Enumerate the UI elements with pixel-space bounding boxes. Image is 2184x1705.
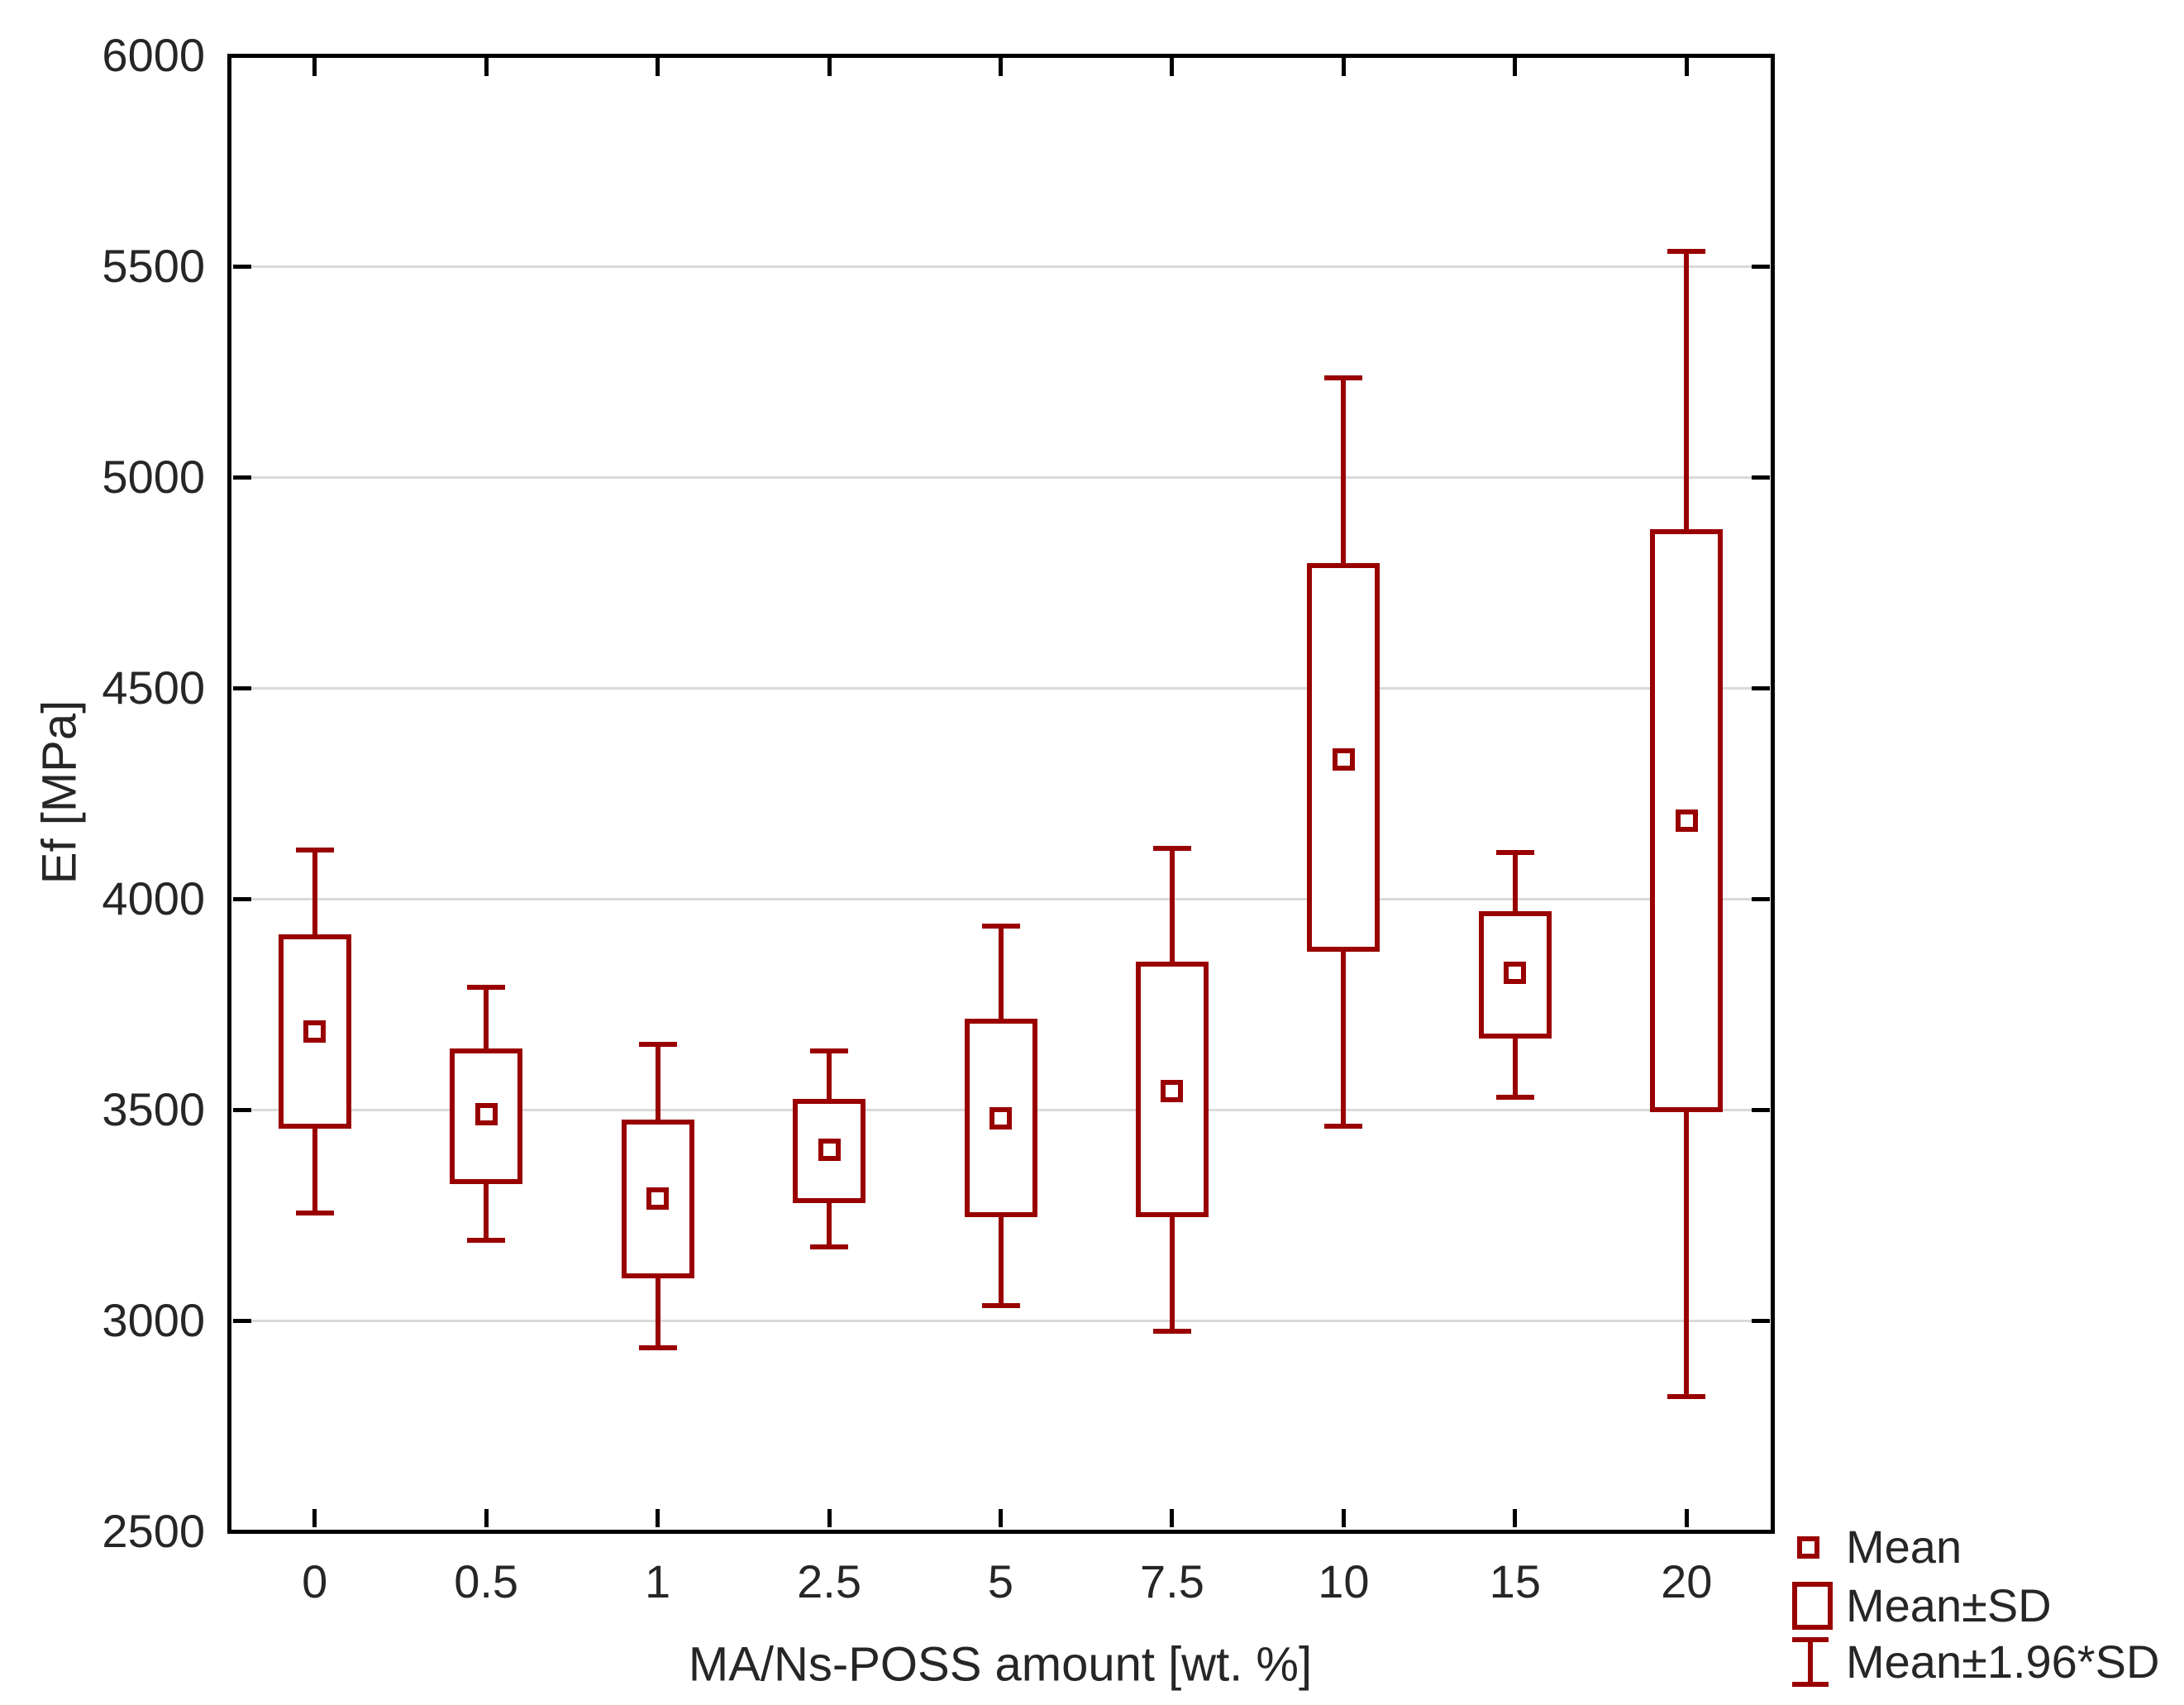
x-tick-label-7: 15 [1489, 1555, 1541, 1607]
x-tick-bottom-6 [1341, 1509, 1346, 1527]
x-tick-bottom-3 [827, 1509, 832, 1527]
legend-whisker-stem [1808, 1637, 1813, 1687]
y-tick-label-5000: 5000 [102, 451, 205, 503]
x-tick-bottom-2 [656, 1509, 660, 1527]
y-tick-label-4000: 4000 [102, 872, 205, 924]
mean-marker-5 [1161, 1079, 1184, 1102]
mean-marker-0 [303, 1020, 327, 1044]
mean-marker-3 [818, 1138, 841, 1161]
legend-label-mean-196sd: Mean±1.96*SD [1846, 1636, 2160, 1688]
whisker-cap-top-2 [638, 1041, 677, 1047]
sd-box-0 [278, 934, 351, 1130]
mean-marker-4 [989, 1106, 1012, 1130]
x-tick-bottom-0 [312, 1509, 317, 1527]
y-tick-left-5000 [233, 475, 251, 480]
y-tick-label-5500: 5500 [102, 240, 205, 292]
y-tick-right-4000 [1752, 896, 1770, 901]
y-tick-left-4000 [233, 896, 251, 901]
y-tick-label-3500: 3500 [102, 1083, 205, 1135]
x-tick-label-6: 10 [1318, 1555, 1370, 1607]
whisker-cap-bottom-6 [1324, 1124, 1363, 1130]
x-tick-bottom-8 [1684, 1509, 1689, 1527]
x-tick-label-8: 20 [1661, 1555, 1713, 1607]
x-tick-label-2: 1 [645, 1555, 671, 1607]
mean-marker-7 [1504, 961, 1527, 984]
whisker-cap-top-0 [295, 848, 334, 853]
whisker-cap-bottom-3 [810, 1244, 849, 1249]
legend-sd-box-icon [1792, 1582, 1833, 1630]
x-tick-top-2 [656, 58, 660, 76]
whisker-cap-top-4 [981, 924, 1020, 929]
sd-box-6 [1307, 563, 1380, 953]
x-tick-top-8 [1684, 58, 1689, 76]
x-tick-top-0 [312, 58, 317, 76]
x-tick-bottom-1 [484, 1509, 489, 1527]
x-tick-top-4 [999, 58, 1003, 76]
gridline-5500 [233, 265, 1770, 268]
mean-marker-2 [646, 1187, 670, 1210]
gridline-4500 [233, 686, 1770, 690]
x-tick-label-3: 2.5 [797, 1555, 861, 1607]
mean-marker-6 [1332, 748, 1355, 771]
y-tick-left-3500 [233, 1107, 251, 1112]
y-tick-left-3000 [233, 1318, 251, 1323]
whisker-cap-bottom-5 [1152, 1328, 1191, 1334]
whisker-cap-bottom-0 [295, 1210, 334, 1215]
whisker-cap-bottom-4 [981, 1303, 1020, 1309]
sd-box-5 [1135, 962, 1209, 1218]
gridline-4000 [233, 897, 1770, 900]
y-tick-label-2500: 2500 [102, 1505, 205, 1557]
whisker-cap-bottom-1 [467, 1238, 506, 1244]
x-tick-label-1: 0.5 [454, 1555, 519, 1607]
y-tick-right-5500 [1752, 264, 1770, 269]
whisker-cap-top-7 [1495, 849, 1534, 855]
x-tick-top-1 [484, 58, 489, 76]
mean-marker-8 [1675, 810, 1698, 833]
mean-marker-1 [474, 1102, 498, 1125]
legend-whisker-cap-bottom [1792, 1682, 1829, 1687]
whisker-cap-bottom-8 [1667, 1393, 1706, 1399]
x-tick-top-7 [1513, 58, 1518, 76]
legend-label-mean: Mean [1846, 1521, 1962, 1573]
y-tick-label-6000: 6000 [102, 29, 205, 81]
y-tick-right-5000 [1752, 475, 1770, 480]
x-tick-top-6 [1341, 58, 1346, 76]
legend-mean-marker-icon [1797, 1536, 1819, 1559]
gridline-3000 [233, 1319, 1770, 1322]
y-tick-left-4500 [233, 685, 251, 690]
whisker-cap-top-6 [1324, 375, 1363, 381]
y-tick-left-5500 [233, 264, 251, 269]
legend-whisker-icon [1792, 1637, 1829, 1687]
x-tick-top-3 [827, 58, 832, 76]
whisker-cap-top-3 [810, 1048, 849, 1053]
x-axis-title: MA/Ns-POSS amount [wt. %] [688, 1637, 1313, 1692]
y-tick-label-4500: 4500 [102, 661, 205, 714]
whisker-cap-bottom-7 [1495, 1094, 1534, 1100]
legend-whisker-cap-top [1792, 1637, 1829, 1642]
whisker-cap-top-8 [1667, 249, 1706, 255]
x-tick-bottom-7 [1513, 1509, 1518, 1527]
y-tick-right-3500 [1752, 1107, 1770, 1112]
x-tick-top-5 [1170, 58, 1175, 76]
x-tick-label-4: 5 [987, 1555, 1014, 1607]
plot-area-frame [227, 54, 1775, 1534]
whisker-cap-bottom-2 [638, 1345, 677, 1351]
gridline-5000 [233, 475, 1770, 479]
y-tick-label-3000: 3000 [102, 1294, 205, 1346]
legend-label-mean-sd: Mean±SD [1846, 1579, 2052, 1631]
whisker-cap-top-5 [1152, 845, 1191, 851]
x-tick-bottom-5 [1170, 1509, 1175, 1527]
x-tick-bottom-4 [999, 1509, 1003, 1527]
x-tick-label-5: 7.5 [1140, 1555, 1204, 1607]
y-axis-title: Ef [MPa] [32, 700, 87, 885]
x-tick-label-0: 0 [302, 1555, 328, 1607]
y-tick-right-3000 [1752, 1318, 1770, 1323]
y-tick-right-4500 [1752, 685, 1770, 690]
whisker-cap-top-1 [467, 985, 506, 991]
